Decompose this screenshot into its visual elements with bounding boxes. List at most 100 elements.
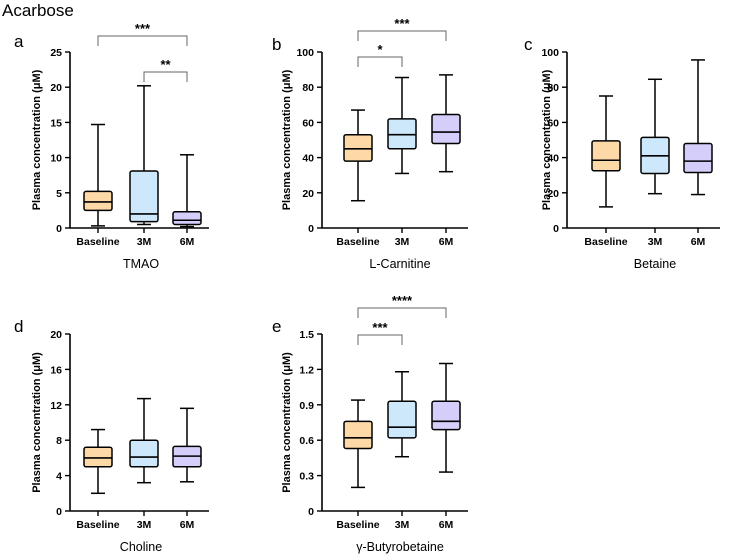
panel-title: γ-Butyrobetaine	[356, 540, 444, 554]
box-body	[83, 446, 113, 468]
y-tick-label: 100	[541, 47, 559, 59]
x-tick-label: 3M	[137, 519, 152, 531]
box-body	[129, 439, 159, 468]
y-tick-label: 40	[302, 153, 314, 165]
box-baseline	[83, 428, 113, 495]
box-baseline	[591, 95, 621, 208]
x-tick-label: Baseline	[336, 519, 379, 531]
panel-title: Betaine	[634, 257, 676, 271]
y-tick-label: 0.9	[299, 400, 314, 412]
panel-letter: e	[272, 317, 281, 336]
x-tick-label: Baseline	[76, 519, 119, 531]
bracket-line	[357, 30, 447, 41]
significance-label: ***	[372, 320, 388, 335]
panel-letter: b	[272, 35, 281, 54]
y-axis-label: Plasma concentration (μM)	[31, 352, 43, 493]
significance-bracket: ***	[357, 16, 447, 41]
box-6m	[683, 59, 713, 196]
panel-letter: c	[524, 35, 533, 54]
y-tick-label: 12	[50, 400, 62, 412]
y-tick-label: 0	[308, 223, 314, 235]
y-tick-label: 20	[50, 329, 62, 341]
x-tick-label: 6M	[439, 519, 454, 531]
panel-a: a TMAO Plasma concentration (μM) 0 5 10 15 20 25…	[14, 21, 209, 271]
x-tick-label: 3M	[395, 236, 410, 248]
box-baseline	[343, 399, 373, 489]
significance-label: ****	[392, 293, 413, 308]
y-tick-label: 0.6	[299, 435, 314, 447]
y-tick-label: 0.3	[299, 471, 314, 483]
box-6m	[172, 154, 202, 228]
y-tick-label: 20	[547, 188, 559, 200]
bracket-line	[357, 56, 403, 67]
significance-label: ***	[135, 21, 151, 36]
box-6m	[431, 74, 461, 173]
x-tick-label: Baseline	[76, 236, 119, 248]
box-body	[129, 170, 159, 223]
box-6m	[431, 362, 461, 473]
box-body	[591, 140, 621, 172]
panel-c: c Betaine Plasma concentration (μM) 0 20 40 60…	[524, 35, 720, 271]
y-tick-label: 80	[302, 82, 314, 94]
y-tick-label: 20	[302, 188, 314, 200]
y-tick-label: 1.5	[299, 329, 314, 341]
significance-bracket: *	[357, 42, 403, 67]
panel-title: Choline	[120, 540, 162, 554]
box-6m	[172, 407, 202, 483]
y-tick-label: 0	[56, 223, 62, 235]
figure-title: Acarbose	[2, 1, 74, 20]
box-body	[343, 420, 373, 450]
y-tick-label: 25	[50, 47, 62, 59]
panel-d: d Choline Plasma concentration (μM) 0 4 8 12 16…	[14, 317, 209, 554]
box-3m	[387, 76, 417, 175]
significance-bracket: ***	[357, 320, 403, 345]
box-baseline	[83, 123, 113, 227]
panel-letter: d	[14, 317, 23, 336]
box-body	[387, 118, 417, 150]
y-tick-label: 1.2	[299, 364, 314, 376]
y-tick-label: 15	[50, 117, 62, 129]
y-tick-label: 60	[302, 117, 314, 129]
significance-label: ***	[394, 16, 410, 31]
box-3m	[640, 78, 670, 195]
x-tick-label: 6M	[691, 236, 706, 248]
bracket-line	[357, 334, 403, 345]
box-body	[172, 211, 202, 226]
y-axis-label: Plasma concentration (μM)	[281, 352, 293, 493]
box-baseline	[343, 109, 373, 202]
box-body	[343, 133, 373, 162]
y-tick-label: 0	[308, 506, 314, 518]
y-tick-label: 8	[56, 435, 62, 447]
box-body	[431, 400, 461, 431]
y-tick-label: 0	[553, 223, 559, 235]
x-tick-label: 3M	[137, 236, 152, 248]
bracket-line	[357, 307, 447, 318]
box-body	[387, 400, 417, 439]
x-tick-label: 3M	[648, 236, 663, 248]
bracket-line	[97, 35, 188, 46]
box-body	[431, 113, 461, 145]
y-tick-label: 4	[56, 471, 62, 483]
y-tick-label: 60	[547, 117, 559, 129]
significance-label: **	[160, 57, 171, 72]
x-tick-label: Baseline	[336, 236, 379, 248]
panel-letter: a	[14, 32, 24, 51]
panel-title: TMAO	[123, 257, 159, 271]
significance-bracket: ***	[97, 21, 188, 46]
y-tick-label: 40	[547, 153, 559, 165]
x-tick-label: 3M	[395, 519, 410, 531]
box-3m	[387, 371, 417, 458]
x-tick-label: 6M	[180, 519, 195, 531]
x-tick-label: 6M	[439, 236, 454, 248]
y-tick-label: 10	[50, 153, 62, 165]
box-body	[83, 190, 113, 212]
x-tick-label: Baseline	[584, 236, 627, 248]
y-tick-label: 80	[547, 82, 559, 94]
y-tick-label: 16	[50, 364, 62, 376]
y-axis-label: Plasma concentration (μM)	[31, 69, 43, 210]
y-axis-label: Plasma concentration (μM)	[281, 69, 293, 210]
significance-bracket: **	[143, 57, 188, 82]
box-3m	[129, 397, 159, 484]
y-tick-label: 5	[56, 188, 62, 200]
